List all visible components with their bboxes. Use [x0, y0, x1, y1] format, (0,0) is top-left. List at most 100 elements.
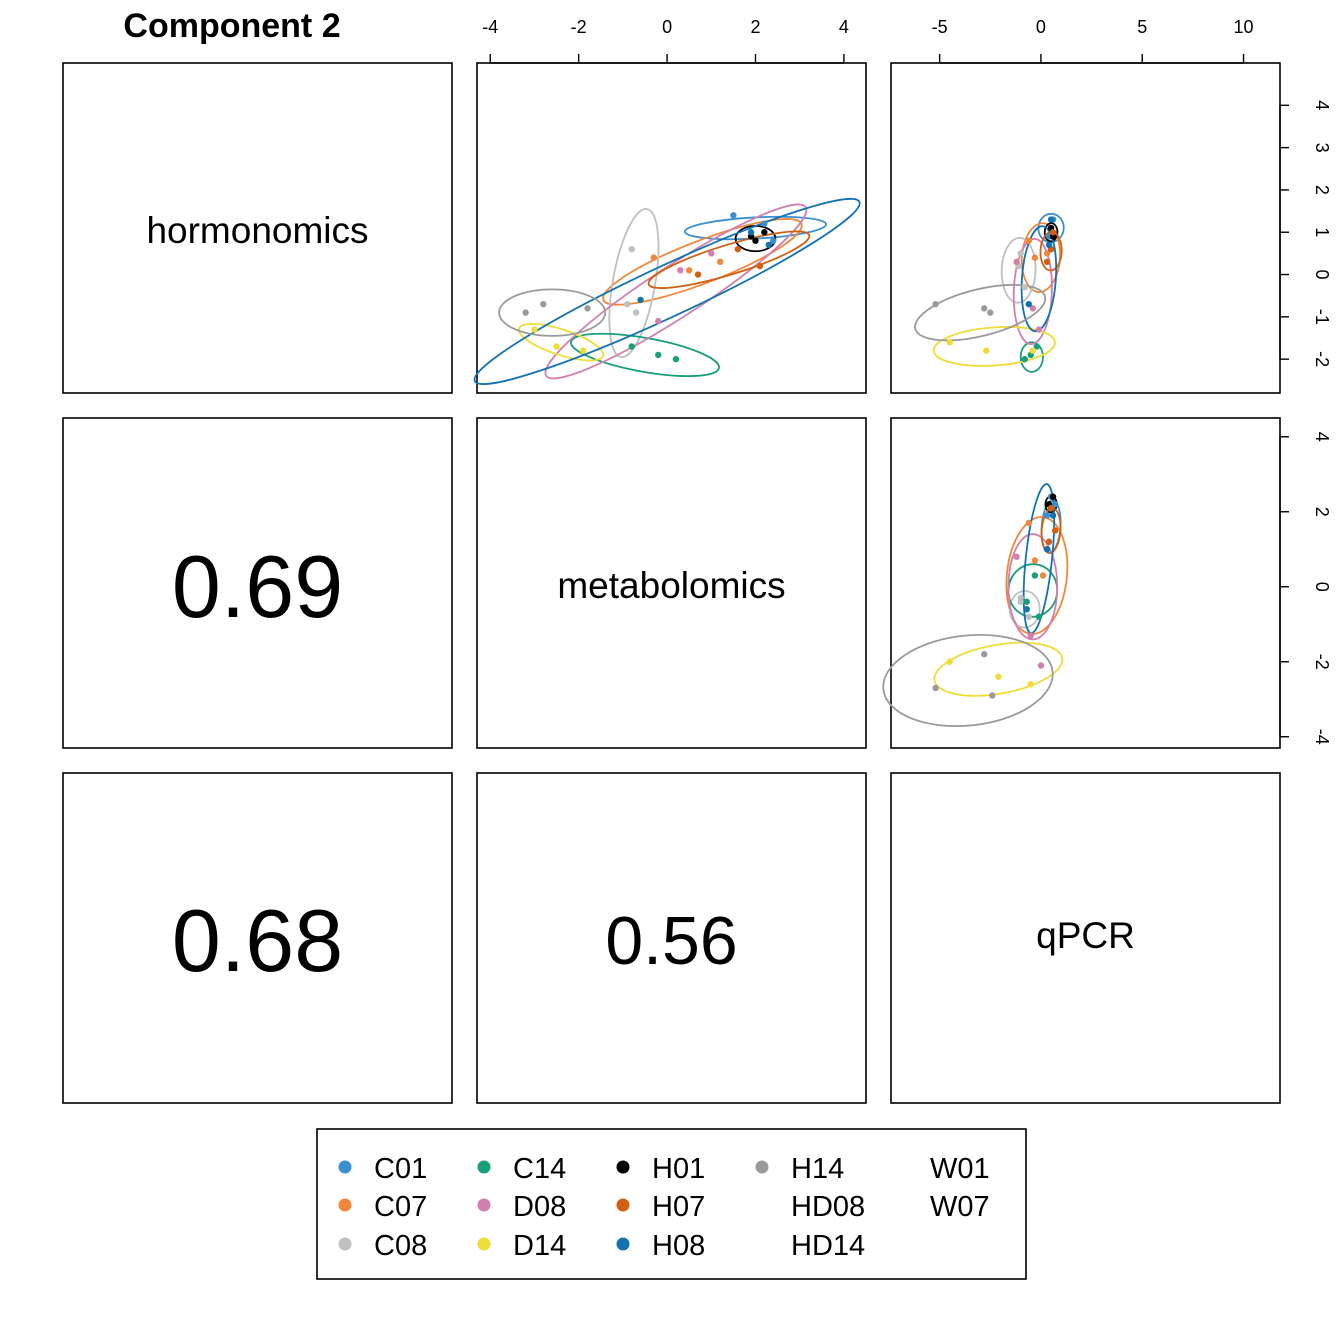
point-h07 — [694, 271, 702, 278]
point-h07 — [1045, 538, 1053, 545]
point-h08 — [1025, 300, 1032, 308]
point-c08 — [1025, 613, 1032, 620]
point-d14 — [1029, 347, 1037, 354]
ellipse-c08 — [608, 208, 660, 358]
point-c07 — [1039, 572, 1047, 579]
point-d14 — [579, 347, 587, 354]
legend-label-c07: C07 — [374, 1191, 427, 1223]
point-h14 — [980, 305, 988, 312]
variable-label-qpcr: qPCR — [1036, 915, 1135, 956]
hormonomics-y-tick-label: 4 — [1312, 100, 1332, 110]
ellipse-h14 — [882, 633, 1054, 728]
point-h14 — [584, 305, 591, 312]
legend-label-h08: H08 — [652, 1230, 705, 1262]
point-c07 — [1031, 254, 1039, 261]
point-h08 — [1047, 216, 1055, 223]
hormonomics-y-tick-label: -1 — [1312, 309, 1332, 325]
hormonomics-y-tick-label: 2 — [1312, 185, 1332, 195]
metabolomics-y-tick-label: 0 — [1312, 582, 1332, 592]
point-d08 — [1037, 662, 1045, 669]
metabolomics-y-tick-label: 2 — [1312, 507, 1332, 517]
correlation-value: 0.68 — [172, 891, 343, 990]
metabolomics-x-tick-label: -4 — [482, 17, 498, 37]
hormonomics-y-tick-label: 1 — [1312, 227, 1332, 237]
point-h14 — [987, 309, 994, 316]
ellipse-d14 — [517, 323, 605, 362]
scatter-qpcr-hormonomics — [914, 212, 1065, 373]
legend-marker-d14 — [477, 1237, 491, 1251]
legend-label-d14: D14 — [513, 1230, 566, 1262]
point-c14 — [1035, 613, 1043, 620]
point-d14 — [531, 326, 538, 333]
point-h07 — [734, 245, 742, 253]
point-d08 — [708, 250, 715, 257]
point-h08 — [637, 296, 644, 304]
point-d14 — [983, 347, 990, 354]
scatter-qpcr-metabolomics — [882, 483, 1069, 728]
legend-label-hd14: HD14 — [791, 1230, 865, 1262]
point-c14 — [1033, 343, 1041, 350]
point-d14 — [553, 343, 560, 350]
panel-qpcr-vs-metabolomics — [890, 417, 1281, 749]
legend-label-d08: D08 — [513, 1191, 566, 1223]
hormonomics-y-tick-label: 3 — [1312, 143, 1332, 153]
point-d08 — [655, 317, 662, 325]
ellipse-c07 — [602, 218, 803, 306]
point-c14 — [672, 355, 680, 363]
legend-label-h07: H07 — [652, 1191, 705, 1223]
point-d08 — [677, 267, 684, 274]
ellipse-d14 — [932, 326, 1056, 367]
ellipse-h08 — [473, 197, 861, 385]
metabolomics-x-tick-label: -2 — [571, 17, 587, 37]
point-c14 — [1023, 598, 1030, 605]
point-h08 — [1049, 512, 1057, 519]
metabolomics-y-tick-label: 4 — [1312, 432, 1332, 442]
ellipse-d14 — [933, 641, 1064, 697]
qpcr-x-tick-label: 10 — [1234, 17, 1254, 37]
legend-label-c14: C14 — [513, 1153, 566, 1185]
point-c08 — [1017, 250, 1024, 257]
point-h07 — [1049, 229, 1057, 236]
point-h14 — [522, 309, 529, 316]
point-h14 — [540, 300, 547, 308]
point-h14 — [980, 651, 988, 658]
point-c08 — [1017, 598, 1024, 605]
point-d08 — [1029, 305, 1037, 312]
legend-marker-d08 — [477, 1198, 491, 1212]
point-h08 — [1045, 241, 1053, 249]
point-h08 — [747, 229, 755, 236]
legend-marker-h08 — [616, 1237, 630, 1251]
legend-marker-c07 — [338, 1198, 352, 1212]
point-c07 — [1025, 237, 1032, 244]
point-d08 — [1035, 326, 1043, 333]
metabolomics-x-tick-label: 2 — [750, 17, 760, 37]
point-c07 — [1025, 519, 1032, 527]
point-h07 — [756, 262, 764, 270]
ellipse-c14 — [570, 332, 720, 377]
point-c14 — [1021, 355, 1028, 363]
legend-label-w01: W01 — [930, 1153, 990, 1185]
legend-marker-h01 — [616, 1160, 630, 1174]
hormonomics-y-tick-label: -2 — [1312, 351, 1332, 367]
legend-marker-h14 — [755, 1160, 769, 1174]
ellipse-h14 — [914, 283, 1047, 342]
variable-label-metabolomics: metabolomics — [557, 565, 785, 606]
ellipse-c14 — [1019, 341, 1044, 373]
qpcr-x-tick-label: 5 — [1137, 17, 1147, 37]
panel-metabolomics-label — [476, 417, 867, 749]
panel-corr-qpcr-metabolomics — [476, 772, 867, 1104]
variable-label-hormonomics: hormonomics — [146, 210, 368, 251]
point-h14 — [932, 300, 939, 308]
point-c08 — [628, 245, 635, 253]
legend-label-c08: C08 — [374, 1230, 427, 1262]
point-d14 — [946, 339, 953, 346]
panel-qpcr-label — [890, 772, 1281, 1104]
ellipse-h08 — [1020, 225, 1058, 333]
point-c07 — [716, 258, 724, 266]
axes: -4 -2 0 2 4 -5 0 5 10 -2 -1 0 1 2 3 4 -4 -2 0 2 4 — [482, 17, 1332, 745]
point-c08 — [624, 300, 631, 308]
correlation-value: 0.56 — [605, 903, 737, 979]
scatter-metabolomics-hormonomics — [473, 197, 861, 385]
point-h08 — [765, 241, 772, 249]
